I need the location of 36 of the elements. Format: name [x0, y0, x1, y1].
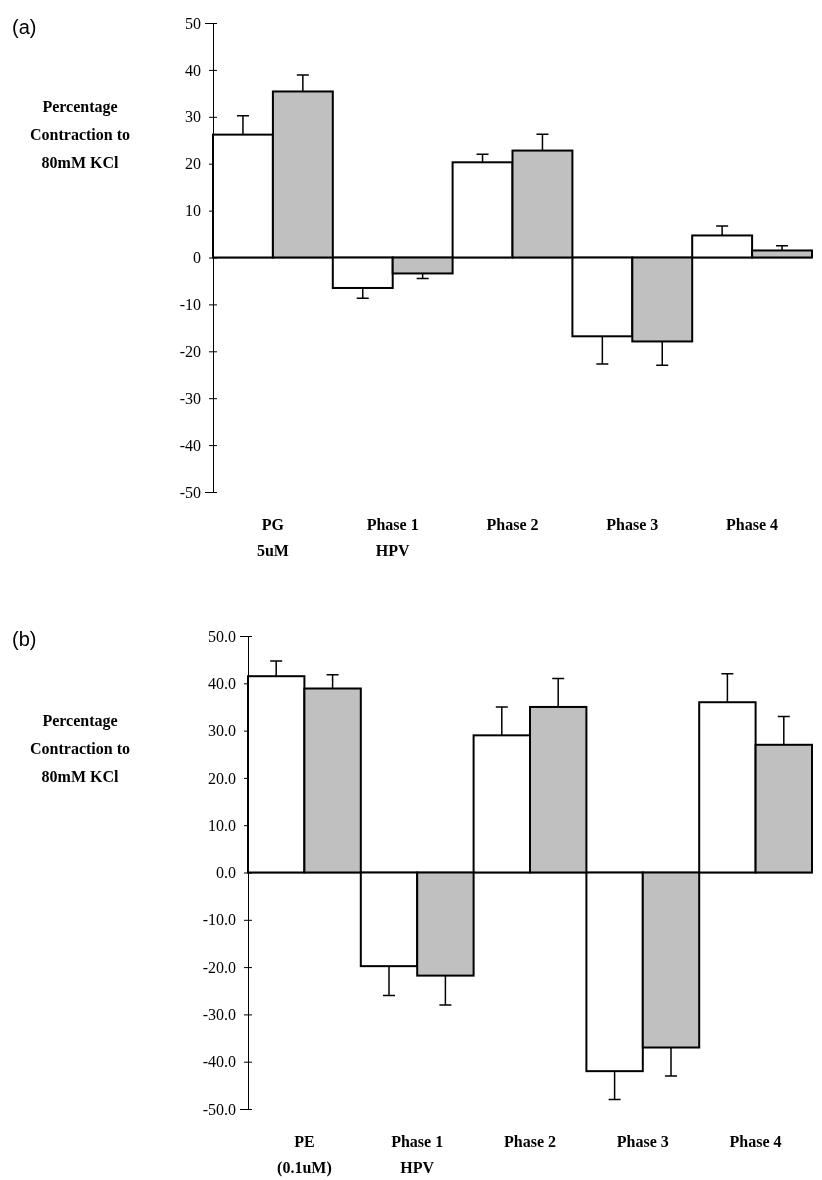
y-tick-label: 30	[185, 108, 201, 126]
x-tick-label: Phase 4	[729, 1133, 782, 1150]
text: (b)	[12, 628, 37, 650]
x-tick-label: Phase 1 HPV	[391, 1133, 444, 1176]
y-tick-label: 10	[185, 202, 201, 220]
y-tick-label: -20.0	[202, 958, 236, 976]
x-tick-label: Phase 3	[616, 1133, 669, 1150]
x-tick-label: Phase 4	[726, 516, 779, 533]
y-tick-label: -20	[179, 342, 201, 360]
y-tick-label: 10.0	[208, 816, 236, 834]
x-tick-label: Phase 1 HPV	[366, 516, 419, 559]
y-tick-label: 0	[193, 249, 201, 267]
x-tick-label: Phase 2	[486, 516, 539, 533]
y-tick-label: -50	[179, 483, 201, 501]
y-tick-label: -50.0	[202, 1100, 236, 1118]
x-tick-label: Phase 3	[606, 516, 659, 533]
x-tick-label: Phase 2	[504, 1133, 556, 1150]
y-tick-label: 50	[185, 14, 201, 32]
y-tick-label: -30.0	[202, 1006, 236, 1024]
y-tick-label: 20.0	[208, 769, 236, 787]
y-tick-label: -10.0	[202, 911, 236, 929]
y-tick-label: -10	[179, 296, 201, 314]
y-axis-title: Percentage Contraction to 80mM KCl	[30, 98, 130, 172]
y-axis-title: Percentage Contraction to 80mM KCl	[30, 712, 130, 786]
x-tick-label: PG 5uM	[256, 516, 289, 559]
y-tick-label: 30.0	[208, 722, 236, 740]
x-tick-label: PE (0.1uM)	[277, 1133, 332, 1177]
text: (a)	[12, 16, 37, 38]
y-tick-label: 50.0	[208, 627, 236, 645]
y-tick-label: -40	[179, 436, 201, 454]
y-tick-label: 20	[185, 155, 201, 173]
y-tick-label: -40.0	[202, 1053, 236, 1071]
y-tick-label: -30	[179, 389, 201, 407]
y-tick-label: 40.0	[208, 674, 236, 692]
y-tick-label: 40	[185, 61, 201, 79]
y-tick-label: 0.0	[216, 864, 236, 882]
